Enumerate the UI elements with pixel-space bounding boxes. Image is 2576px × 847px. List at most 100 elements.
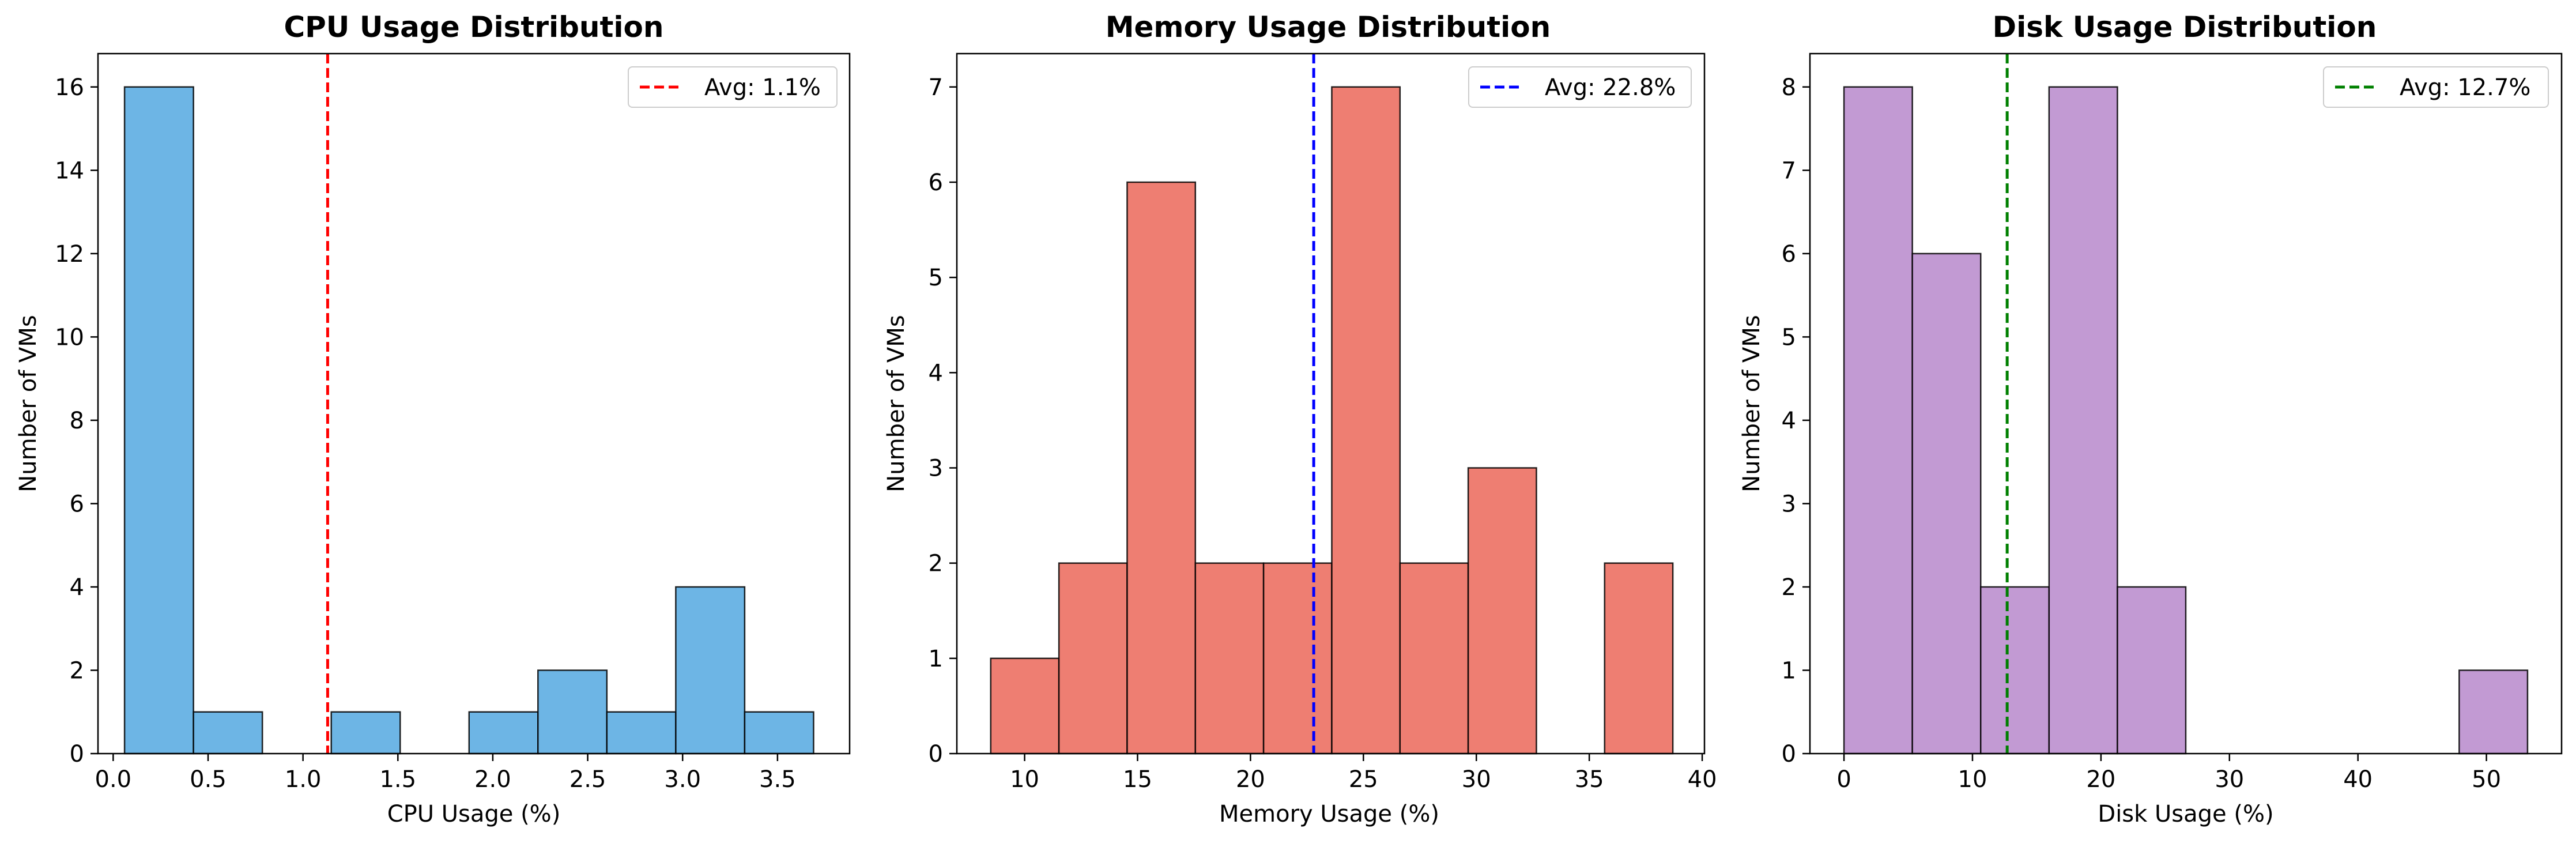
memory-x-tick-label: 20 [1236, 766, 1265, 793]
cpu-bar [193, 711, 263, 755]
cpu-y-tick-label: 16 [55, 74, 84, 101]
disk-chart-title: Disk Usage Distribution [1993, 10, 2377, 44]
cpu-x-tick-label: 0.5 [190, 766, 227, 793]
memory-y-tick-label: 0 [929, 741, 943, 767]
memory-y-axis-label: Number of VMs [883, 315, 910, 492]
disk-y-tick-label: 8 [1782, 74, 1796, 101]
disk-plot-frame [1809, 52, 2563, 755]
disk-y-tick-label: 3 [1782, 491, 1796, 517]
memory-plot-frame [956, 52, 1706, 755]
disk-x-tick-label: 0 [1836, 766, 1851, 793]
disk-x-tick-label: 40 [2343, 766, 2373, 793]
disk-y-tick-label: 1 [1782, 657, 1796, 684]
memory-panel: Memory Usage Distribution 10 15 20 25 30 35 40… [883, 10, 1717, 827]
memory-y-ticks: 0 1 2 3 4 5 6 7 [929, 74, 957, 767]
disk-y-tick-label: 0 [1782, 741, 1796, 767]
disk-bar [2458, 669, 2529, 755]
cpu-y-ticks: 0 2 4 6 8 10 12 14 16 [55, 74, 98, 767]
memory-x-ticks: 10 15 20 25 30 35 40 [1010, 754, 1717, 793]
memory-legend-label: Avg: 22.8% [1545, 74, 1676, 101]
memory-x-tick-label: 40 [1688, 766, 1717, 793]
disk-y-tick-label: 5 [1782, 324, 1796, 351]
memory-legend: Avg: 22.8% [1468, 66, 1692, 108]
cpu-x-tick-label: 3.0 [664, 766, 701, 793]
memory-bar [1331, 86, 1401, 755]
memory-x-tick-label: 15 [1123, 766, 1152, 793]
cpu-y-tick-label: 0 [70, 741, 84, 767]
cpu-bar [537, 669, 608, 755]
cpu-x-tick-label: 1.0 [285, 766, 322, 793]
cpu-bar [468, 711, 539, 755]
cpu-bar [123, 86, 194, 755]
cpu-x-ticks: 0.0 0.5 1.0 1.5 2.0 2.5 3.0 3.5 [95, 754, 796, 793]
disk-bar [2117, 586, 2187, 755]
cpu-x-tick-label: 2.0 [474, 766, 511, 793]
memory-bar [1058, 562, 1128, 755]
memory-y-tick-label: 2 [929, 551, 943, 577]
cpu-bar [606, 711, 677, 755]
memory-x-axis-label: Memory Usage (%) [1219, 801, 1439, 827]
disk-bar [1979, 586, 2050, 755]
disk-bar [1911, 253, 1982, 755]
cpu-legend-label: Avg: 1.1% [704, 74, 821, 101]
cpu-x-tick-label: 1.5 [379, 766, 416, 793]
disk-legend-label: Avg: 12.7% [2400, 74, 2530, 101]
disk-bar [1843, 86, 1913, 755]
cpu-chart-title: CPU Usage Distribution [284, 10, 663, 44]
memory-x-tick-label: 30 [1462, 766, 1491, 793]
memory-bar [1126, 181, 1197, 755]
cpu-bar [330, 711, 401, 755]
disk-y-tick-label: 2 [1782, 574, 1796, 601]
cpu-y-tick-label: 14 [55, 157, 84, 184]
cpu-legend: Avg: 1.1% [628, 66, 838, 108]
cpu-y-tick-label: 2 [70, 657, 84, 684]
memory-y-tick-label: 4 [929, 360, 943, 386]
memory-bar [1399, 562, 1469, 755]
memory-bar [1262, 562, 1333, 755]
memory-x-tick-label: 35 [1575, 766, 1604, 793]
memory-x-tick-label: 25 [1349, 766, 1378, 793]
disk-x-tick-label: 10 [1958, 766, 1987, 793]
disk-x-tick-label: 50 [2472, 766, 2501, 793]
cpu-panel: CPU Usage Distribution 0.0 0.5 1.0 1.5 2.0 2.… [15, 10, 851, 827]
memory-legend-box [1468, 66, 1692, 108]
cpu-y-tick-label: 8 [70, 408, 84, 434]
memory-x-tick-label: 10 [1010, 766, 1039, 793]
disk-x-tick-label: 20 [2086, 766, 2115, 793]
memory-bar [1467, 467, 1537, 755]
cpu-bar [744, 711, 814, 755]
disk-y-tick-label: 6 [1782, 241, 1796, 268]
memory-chart-title: Memory Usage Distribution [1106, 10, 1551, 44]
disk-y-tick-label: 4 [1782, 408, 1796, 434]
disk-legend: Avg: 12.7% [2323, 66, 2549, 108]
memory-y-tick-label: 5 [929, 265, 943, 291]
cpu-x-tick-label: 3.5 [759, 766, 796, 793]
cpu-y-axis-label: Number of VMs [15, 315, 42, 492]
cpu-x-tick-label: 2.5 [569, 766, 606, 793]
disk-y-axis-label: Number of VMs [1738, 315, 1765, 492]
cpu-y-tick-label: 6 [70, 491, 84, 517]
memory-y-tick-label: 3 [929, 455, 943, 481]
memory-y-tick-label: 7 [929, 74, 943, 101]
disk-x-axis-label: Disk Usage (%) [2098, 801, 2273, 827]
memory-y-tick-label: 1 [929, 646, 943, 672]
disk-bars [1843, 86, 2529, 755]
cpu-y-tick-label: 4 [70, 574, 84, 601]
cpu-legend-box [628, 66, 838, 108]
cpu-plot-frame [97, 52, 851, 755]
cpu-x-axis-label: CPU Usage (%) [387, 801, 561, 827]
disk-legend-box [2323, 66, 2549, 108]
memory-y-tick-label: 6 [929, 170, 943, 196]
cpu-y-tick-label: 10 [55, 324, 84, 351]
disk-bar [2048, 86, 2118, 755]
cpu-bars [123, 86, 814, 755]
memory-bar [1194, 562, 1265, 755]
disk-x-ticks: 0 10 20 30 40 50 [1836, 754, 2501, 793]
cpu-bar [675, 586, 746, 755]
disk-y-tick-label: 7 [1782, 157, 1796, 184]
cpu-x-tick-label: 0.0 [95, 766, 132, 793]
disk-x-tick-label: 30 [2215, 766, 2244, 793]
memory-bar [1604, 562, 1674, 755]
disk-panel: Disk Usage Distribution 0 10 20 30 40 50 0 1 2 3… [1738, 10, 2563, 827]
